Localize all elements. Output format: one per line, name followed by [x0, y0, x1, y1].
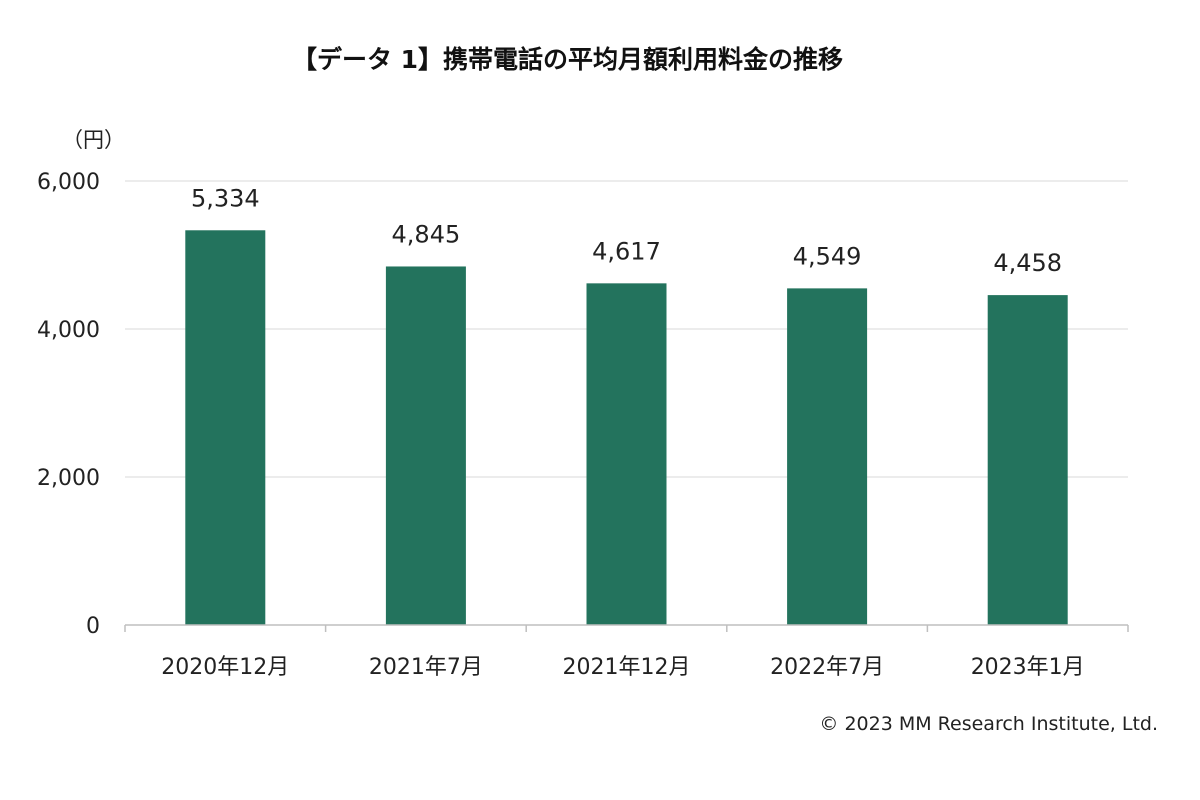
- y-axis-unit-label: （円）: [62, 128, 125, 152]
- y-tick-label: 2,000: [37, 466, 100, 491]
- bar: [185, 230, 266, 625]
- y-tick-label: 6,000: [37, 170, 100, 195]
- x-tick-label: 2023年1月: [971, 655, 1085, 680]
- bar-chart: （円） 0 2,000 4,000 6,000 5,334 4,845 4,617 4,54…: [37, 128, 1129, 680]
- category-labels: 2020年12月 2021年7月 2021年12月 2022年7月 2023年1月: [161, 655, 1084, 680]
- data-label: 4,617: [592, 237, 661, 265]
- x-tick-label: 2022年7月: [770, 655, 884, 680]
- data-label: 4,845: [392, 220, 461, 248]
- y-tick-label: 4,000: [37, 318, 100, 343]
- x-tick-label: 2021年12月: [563, 655, 691, 680]
- data-label: 4,458: [993, 249, 1062, 277]
- x-tick-label: 2021年7月: [369, 655, 483, 680]
- bar: [987, 295, 1068, 625]
- data-label: 4,549: [793, 242, 862, 270]
- y-axis-ticks: 0 2,000 4,000 6,000: [37, 170, 100, 639]
- copyright-notice: © 2023 MM Research Institute, Ltd.: [819, 713, 1158, 735]
- x-tick-label: 2020年12月: [161, 655, 289, 680]
- y-tick-label: 0: [86, 614, 100, 639]
- x-axis: [124, 624, 1129, 632]
- bars: [185, 230, 1068, 625]
- bar: [787, 288, 868, 625]
- chart-title: 【データ 1】携帯電話の平均月額利用料金の推移: [291, 45, 844, 74]
- bar: [586, 283, 667, 625]
- bar: [385, 266, 466, 625]
- value-labels: 5,334 4,845 4,617 4,549 4,458: [191, 184, 1062, 277]
- data-label: 5,334: [191, 184, 260, 212]
